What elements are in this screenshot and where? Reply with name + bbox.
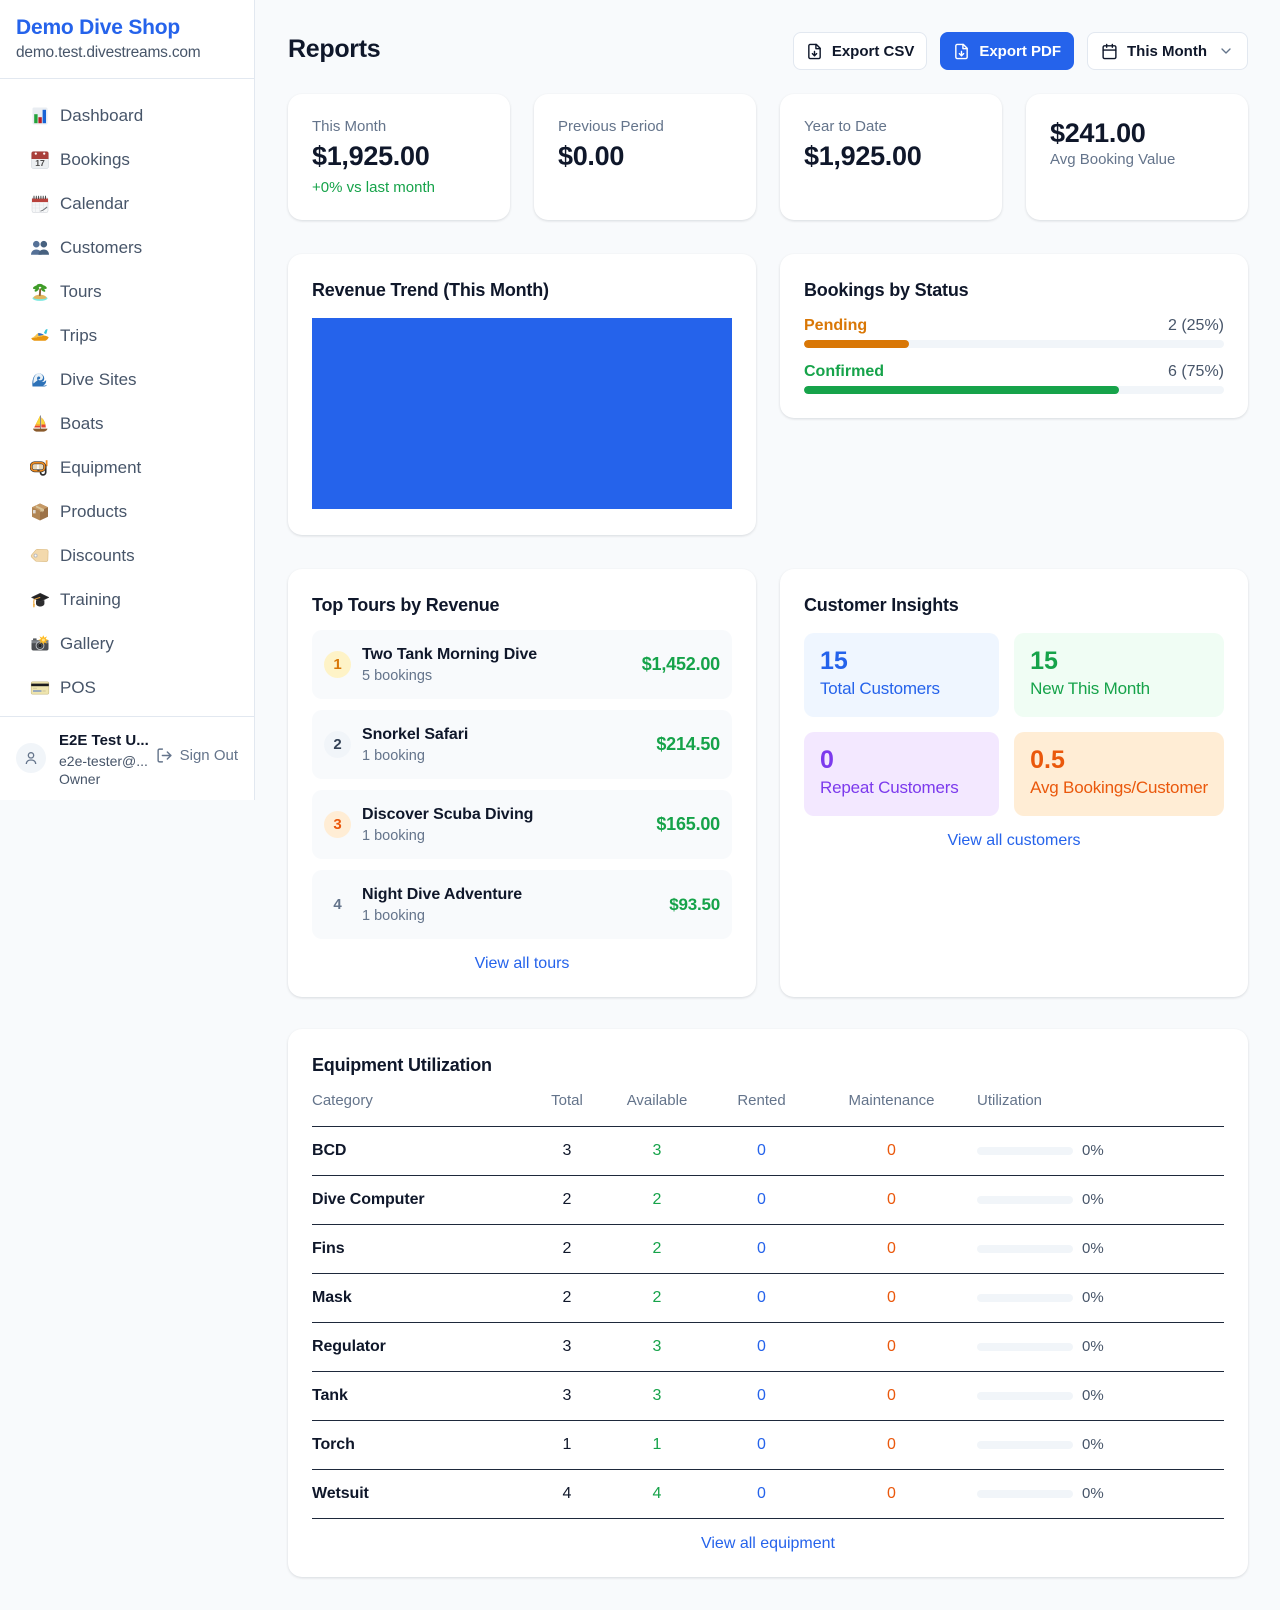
svg-text:17: 17 <box>35 158 45 168</box>
